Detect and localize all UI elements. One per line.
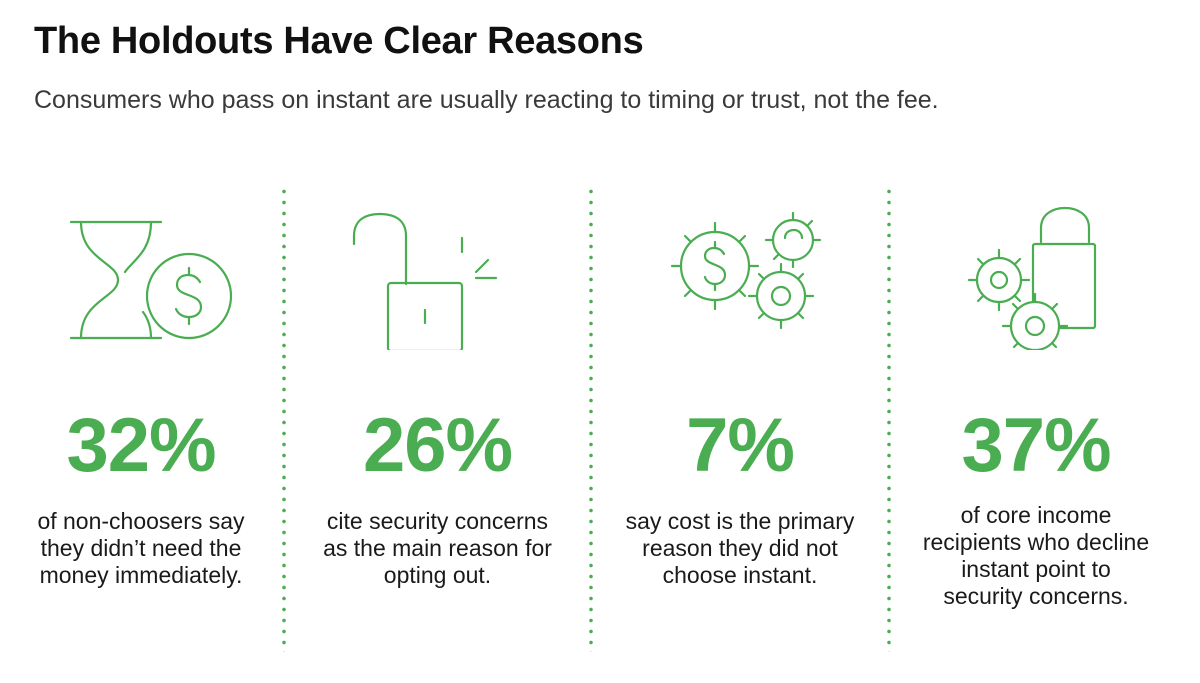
page-subtitle: Consumers who pass on instant are usuall…	[34, 86, 939, 114]
stat-card-core-income: 37% of core income recipients who declin…	[891, 200, 1181, 660]
description-line: they didn’t need the	[40, 535, 242, 561]
stat-value: 26%	[362, 403, 513, 488]
description-line: as the main reason for	[323, 535, 552, 561]
column-divider	[282, 186, 286, 652]
stat-description: of non-choosers say they didn’t need the…	[0, 508, 282, 589]
stat-description: cite security concerns as the main reaso…	[286, 508, 589, 589]
description-line: reason they did not	[642, 535, 838, 561]
stat-card-cost: 7% say cost is the primary reason they d…	[593, 200, 887, 660]
stat-value: 37%	[961, 403, 1111, 488]
description-line: cite security concerns	[326, 508, 549, 534]
stat-description: of core income recipients who decline in…	[891, 502, 1181, 610]
stat-card-timing: 32% of non-choosers say they didn’t need…	[0, 200, 282, 660]
stat-description: say cost is the primary reason they did …	[593, 508, 887, 589]
gears-padlock-icon	[891, 200, 1181, 370]
description-line: of non-choosers say	[37, 508, 245, 534]
description-line: money immediately.	[39, 562, 243, 588]
description-line: instant point to	[961, 556, 1111, 582]
description-line: recipients who decline	[922, 529, 1150, 555]
description-line: say cost is the primary	[625, 508, 855, 534]
column-divider	[887, 186, 891, 652]
hourglass-dollar-icon	[0, 200, 282, 370]
description-line: opting out.	[383, 562, 492, 588]
stat-card-security: 26% cite security concerns as the main r…	[286, 200, 589, 660]
column-divider	[589, 186, 593, 652]
page-title: The Holdouts Have Clear Reasons	[34, 20, 644, 62]
description-line: security concerns.	[943, 583, 1129, 609]
open-padlock-icon	[286, 200, 589, 370]
stat-value: 7%	[686, 403, 795, 488]
description-line: choose instant.	[662, 562, 818, 588]
dollar-gears-icon	[593, 200, 887, 370]
description-line: of core income	[960, 502, 1112, 528]
stat-value: 32%	[66, 403, 216, 488]
